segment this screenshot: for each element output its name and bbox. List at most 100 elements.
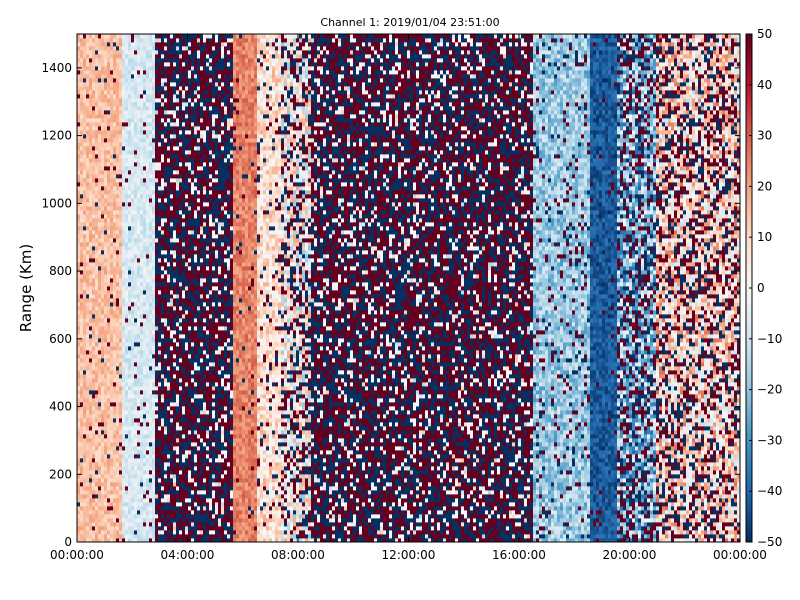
heatmap-cell [149, 134, 152, 138]
heatmap-cell [167, 470, 170, 474]
heatmap-cell [98, 482, 101, 486]
heatmap-cell [149, 398, 152, 402]
heatmap-cell [170, 106, 173, 110]
heatmap-cell [104, 98, 107, 102]
heatmap-cell [149, 246, 152, 250]
heatmap-cell [137, 314, 140, 318]
heatmap-cell [158, 70, 161, 74]
heatmap-cell [122, 278, 125, 282]
heatmap-cell [167, 398, 170, 402]
heatmap-cell [107, 474, 110, 478]
heatmap-cell [143, 342, 146, 346]
heatmap-cell [167, 322, 170, 326]
heatmap-cell [86, 534, 89, 538]
heatmap-cell [98, 322, 101, 326]
heatmap-cell [101, 374, 104, 378]
heatmap-cell [125, 178, 128, 182]
heatmap-cell [131, 442, 134, 446]
heatmap-cell [89, 406, 92, 410]
heatmap-cell [101, 54, 104, 58]
heatmap-cell [170, 502, 173, 506]
heatmap-cell [131, 338, 134, 342]
heatmap-cell [122, 62, 125, 66]
heatmap-cell [92, 94, 95, 98]
heatmap-cell [125, 326, 128, 330]
heatmap-cell [152, 470, 155, 474]
heatmap-cell [143, 250, 146, 254]
heatmap-cell [89, 410, 92, 414]
heatmap-cell [164, 190, 167, 194]
heatmap-cell [158, 486, 161, 490]
heatmap-cell [116, 434, 119, 438]
heatmap-cell [152, 50, 155, 54]
heatmap-cell [110, 198, 113, 202]
heatmap-cell [158, 490, 161, 494]
heatmap-cell [161, 238, 164, 242]
heatmap-cell [110, 454, 113, 458]
heatmap-cell [128, 110, 131, 114]
heatmap-cell [116, 138, 119, 142]
heatmap-cell [167, 310, 170, 314]
heatmap-cell [77, 322, 80, 326]
heatmap-cell [119, 126, 122, 130]
heatmap-cell [143, 478, 146, 482]
heatmap-cell [137, 178, 140, 182]
heatmap-cell [167, 490, 170, 494]
heatmap-cell [152, 482, 155, 486]
heatmap-cell [77, 366, 80, 370]
heatmap-cell [125, 106, 128, 110]
heatmap-cell [164, 314, 167, 318]
heatmap-cell [140, 490, 143, 494]
heatmap-cell [101, 270, 104, 274]
heatmap-cell [155, 254, 158, 258]
heatmap-cell [95, 442, 98, 446]
heatmap-cell [89, 382, 92, 386]
heatmap-cell [158, 390, 161, 394]
heatmap-cell [164, 518, 167, 522]
heatmap-cell [107, 350, 110, 354]
heatmap-cell [155, 426, 158, 430]
heatmap-cell [170, 454, 173, 458]
heatmap-cell [98, 306, 101, 310]
heatmap-cell [149, 342, 152, 346]
heatmap-cell [149, 34, 152, 38]
heatmap-cell [104, 94, 107, 98]
heatmap-cell [158, 374, 161, 378]
heatmap-cell [95, 454, 98, 458]
heatmap-cell [164, 142, 167, 146]
heatmap-cell [134, 166, 137, 170]
heatmap-cell [137, 374, 140, 378]
heatmap-cell [143, 466, 146, 470]
heatmap-cell [155, 402, 158, 406]
heatmap-cell [110, 522, 113, 526]
heatmap-cell [155, 518, 158, 522]
heatmap-cell [161, 402, 164, 406]
heatmap-cell [170, 314, 173, 318]
heatmap-cell [161, 210, 164, 214]
heatmap-cell [158, 194, 161, 198]
heatmap-cell [122, 94, 125, 98]
heatmap-cell [158, 482, 161, 486]
heatmap-cell [101, 402, 104, 406]
heatmap-cell [128, 70, 131, 74]
heatmap-cell [164, 114, 167, 118]
heatmap-cell [77, 74, 80, 78]
heatmap-cell [80, 386, 83, 390]
heatmap-cell [158, 350, 161, 354]
heatmap-cell [170, 530, 173, 534]
heatmap-cell [131, 218, 134, 222]
heatmap-cell [95, 178, 98, 182]
heatmap-cell [83, 410, 86, 414]
heatmap-cell [149, 50, 152, 54]
heatmap-cell [170, 170, 173, 174]
heatmap-cell [131, 462, 134, 466]
heatmap-cell [149, 358, 152, 362]
heatmap-cell [131, 166, 134, 170]
heatmap-cell [116, 470, 119, 474]
heatmap-cell [170, 422, 173, 426]
heatmap-cell [164, 250, 167, 254]
heatmap-cell [170, 522, 173, 526]
heatmap-cell [170, 438, 173, 442]
heatmap-cell [80, 98, 83, 102]
heatmap-cell [158, 406, 161, 410]
